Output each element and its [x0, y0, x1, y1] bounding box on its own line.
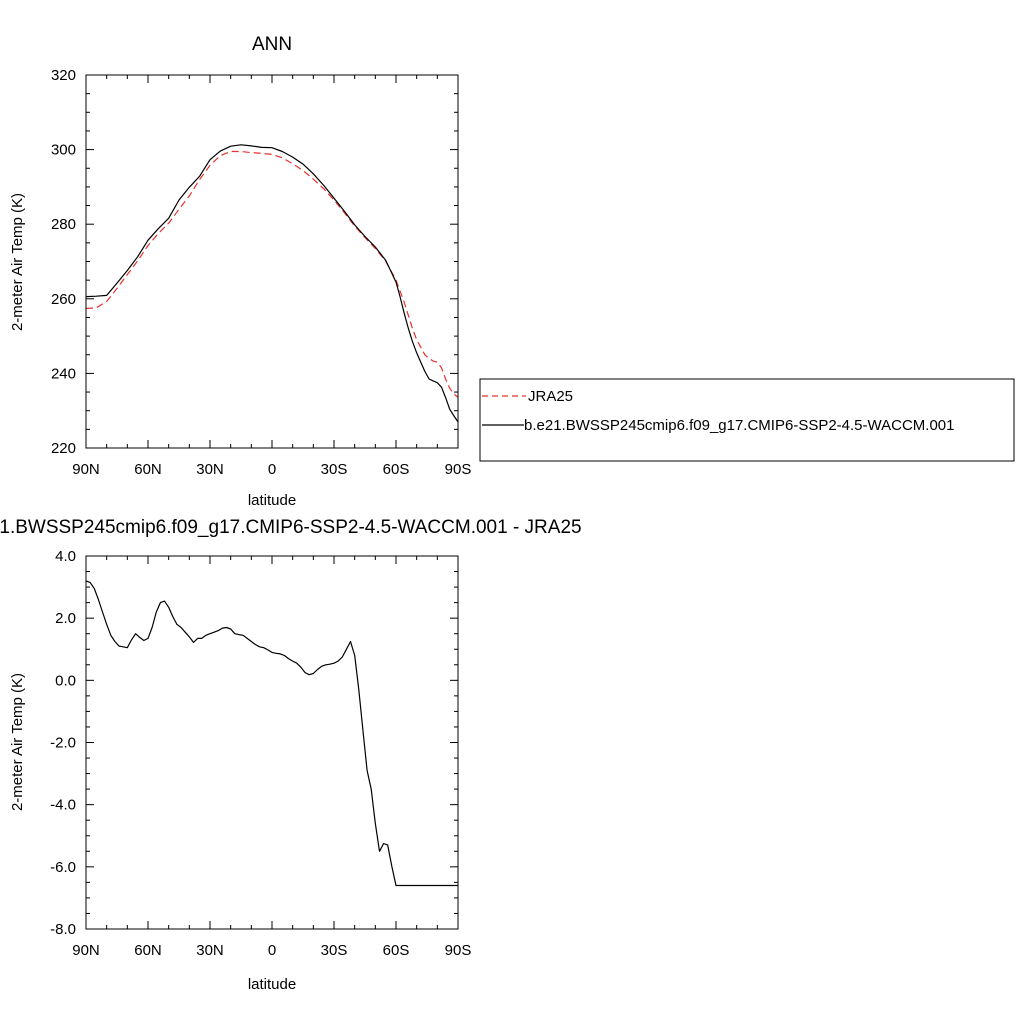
bottom-series-line-0: [85, 580, 458, 887]
top-x-tick-label: 60N: [134, 461, 162, 478]
top-x-tick-label: 0: [268, 461, 276, 478]
top-x-tick-label: 30N: [196, 461, 224, 478]
top-series-line-0: [85, 150, 459, 398]
bottom-x-tick-label: 90N: [72, 942, 100, 959]
legend-label-model: b.e21.BWSSP245cmip6.f09_g17.CMIP6-SSP2-4…: [524, 417, 954, 434]
bottom-y-tick-label: 0.0: [55, 672, 76, 689]
top-x-tick-label: 90S: [445, 461, 472, 478]
top-y-tick-label: 260: [51, 291, 76, 308]
top-chart-frame: [85, 74, 459, 449]
bottom-y-tick-label: -8.0: [50, 921, 76, 938]
top-chart-ticks: 90N 60N 30N 0 30S 60S 90S 220 240 260 280 300 320: [51, 67, 471, 478]
top-chart-title: ANN: [252, 34, 292, 55]
top-y-tick-label: 280: [51, 216, 76, 233]
legend: JRA25 b.e21.BWSSP245cmip6.f09_g17.CMIP6-…: [479, 378, 1015, 462]
top-chart-xlabel: latitude: [248, 492, 296, 509]
bottom-y-tick-label: 4.0: [55, 548, 76, 565]
legend-label-jra25: JRA25: [528, 388, 573, 405]
legend-box: [479, 378, 1015, 462]
bottom-x-tick-label: 30S: [321, 942, 348, 959]
bottom-y-tick-label: -4.0: [50, 797, 76, 814]
bottom-chart-ticks: 90N 60N 30N 0 30S 60S 90S -8.0 -6.0 -4.0 -2.0 0.0 2.…: [50, 548, 471, 959]
top-y-tick-label: 240: [51, 365, 76, 382]
bottom-y-tick-label: -6.0: [50, 859, 76, 876]
bottom-chart-title: b.e21.BWSSP245cmip6.f09_g17.CMIP6-SSP2-4…: [0, 517, 582, 538]
bottom-x-tick-label: 0: [268, 942, 276, 959]
top-series-line-1: [85, 144, 459, 423]
top-y-tick-label: 320: [51, 67, 76, 84]
bottom-chart-ylabel: 2-meter Air Temp (K): [9, 673, 26, 811]
top-y-tick-label: 300: [51, 142, 76, 159]
top-y-tick-label: 220: [51, 440, 76, 457]
bottom-x-tick-label: 60S: [383, 942, 410, 959]
top-chart-ylabel: 2-meter Air Temp (K): [9, 193, 26, 331]
bottom-x-tick-label: 60N: [134, 942, 162, 959]
top-chart: ANN 2-meter Air Temp (K) latitude 90N 60N…: [9, 34, 471, 509]
bottom-chart: b.e21.BWSSP245cmip6.f09_g17.CMIP6-SSP2-4…: [0, 517, 582, 993]
bottom-y-tick-label: 2.0: [55, 610, 76, 627]
bottom-chart-frame: [85, 555, 459, 930]
bottom-x-tick-label: 30N: [196, 942, 224, 959]
top-chart-series: [85, 144, 459, 423]
bottom-x-tick-label: 90S: [445, 942, 472, 959]
bottom-y-tick-label: -2.0: [50, 735, 76, 752]
bottom-chart-series: [85, 580, 458, 887]
top-x-tick-label: 90N: [72, 461, 100, 478]
top-x-tick-label: 30S: [321, 461, 348, 478]
bottom-chart-xlabel: latitude: [248, 976, 296, 993]
top-x-tick-label: 60S: [383, 461, 410, 478]
